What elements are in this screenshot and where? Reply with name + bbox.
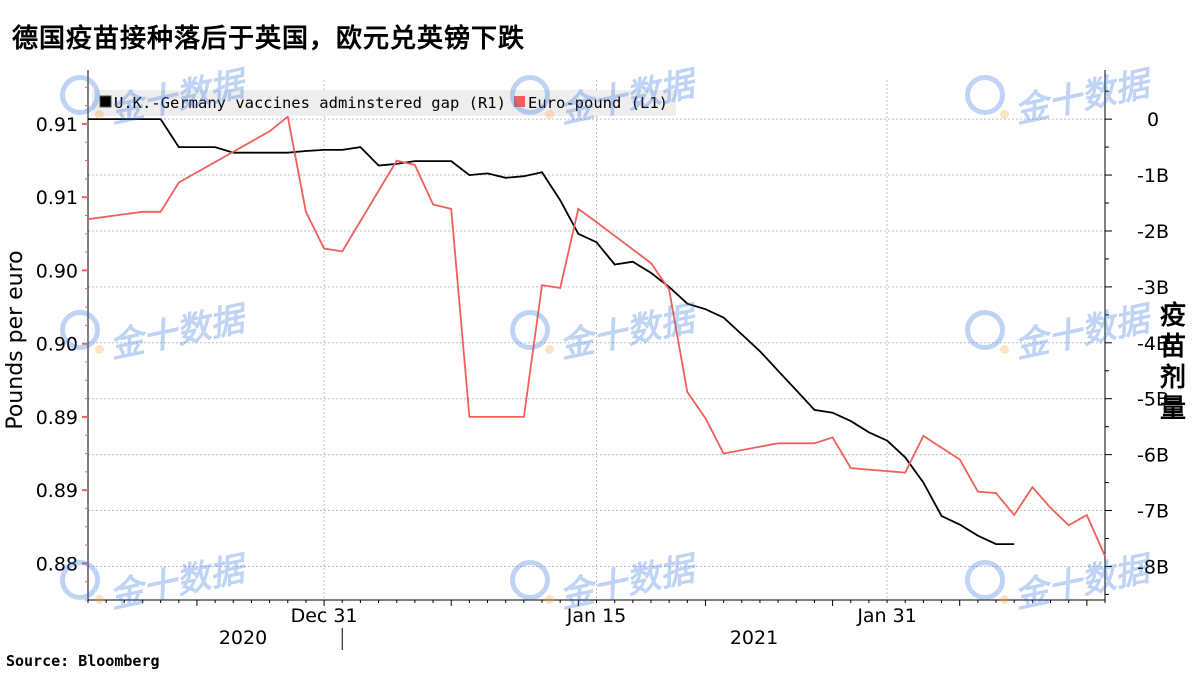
- watermark-logo-icon: [510, 559, 554, 604]
- right-tick-label: -8B: [1137, 556, 1169, 578]
- right-axis-title-char: 剂: [1160, 363, 1186, 393]
- right-axis-title-char: 苗: [1160, 332, 1186, 362]
- legend-label-euro: Euro-pound (L1): [528, 94, 668, 112]
- watermark: 金十数据: [510, 299, 697, 367]
- left-tick-label: 0.89: [36, 407, 78, 429]
- left-tick-label: 0.89: [36, 480, 78, 502]
- watermark-logo-icon: [965, 74, 1009, 119]
- watermark-logo-icon: [60, 309, 104, 354]
- left-tick-label: 0.90: [36, 260, 78, 282]
- watermark: 金十数据: [965, 549, 1152, 617]
- watermark: 金十数据: [60, 549, 247, 617]
- legend-label-gap: U.K.-Germany vaccines adminstered gap (R…: [114, 94, 506, 112]
- right-tick-label: -4B: [1137, 333, 1169, 355]
- watermark: 金十数据: [60, 299, 247, 367]
- right-tick-label: -6B: [1137, 445, 1169, 467]
- watermark: 金十数据: [60, 64, 247, 132]
- watermark-logo-icon: [965, 309, 1009, 354]
- right-tick-label: -1B: [1137, 165, 1169, 187]
- chart-title: 德国疫苗接种落后于英国，欧元兑英镑下跌: [12, 24, 526, 54]
- left-tick-label: 0.91: [36, 114, 78, 136]
- left-tick-label: 0.91: [36, 187, 78, 209]
- right-tick-label: 0: [1147, 109, 1159, 131]
- right-tick-label: -3B: [1137, 277, 1169, 299]
- watermark-logo-icon: [60, 74, 104, 119]
- right-tick-label: -2B: [1137, 221, 1169, 243]
- watermark-logo-icon: [510, 309, 554, 354]
- legend-swatch-gap: [99, 95, 112, 108]
- source-note: Source: Bloomberg: [6, 652, 160, 670]
- x-tick-label: Dec 31: [291, 605, 358, 627]
- watermark: 金十数据: [510, 549, 697, 617]
- left-axis-title: Pounds per euro: [3, 250, 28, 429]
- watermark: 金十数据: [965, 64, 1152, 132]
- series-line-vaccine-gap: [88, 118, 1015, 545]
- watermark: 金十数据: [965, 299, 1152, 367]
- watermark-logo-icon: [510, 74, 554, 119]
- right-axis-title-char: 量: [1160, 394, 1186, 424]
- right-axis-title-char: 疫: [1160, 300, 1186, 331]
- watermark: 金十数据: [510, 64, 697, 132]
- watermark-logo-icon: [60, 559, 104, 604]
- year-label: 2021: [730, 627, 778, 649]
- x-tick-label: Jan 15: [566, 605, 627, 627]
- right-tick-label: -5B: [1137, 389, 1169, 411]
- watermark-logo-icon: [965, 559, 1009, 604]
- right-tick-label: -7B: [1137, 501, 1169, 523]
- x-tick-label: Jan 31: [856, 605, 917, 627]
- year-label: 2020: [219, 627, 267, 649]
- legend-box: [92, 90, 676, 116]
- series-line-euro-pound: [87, 114, 1106, 557]
